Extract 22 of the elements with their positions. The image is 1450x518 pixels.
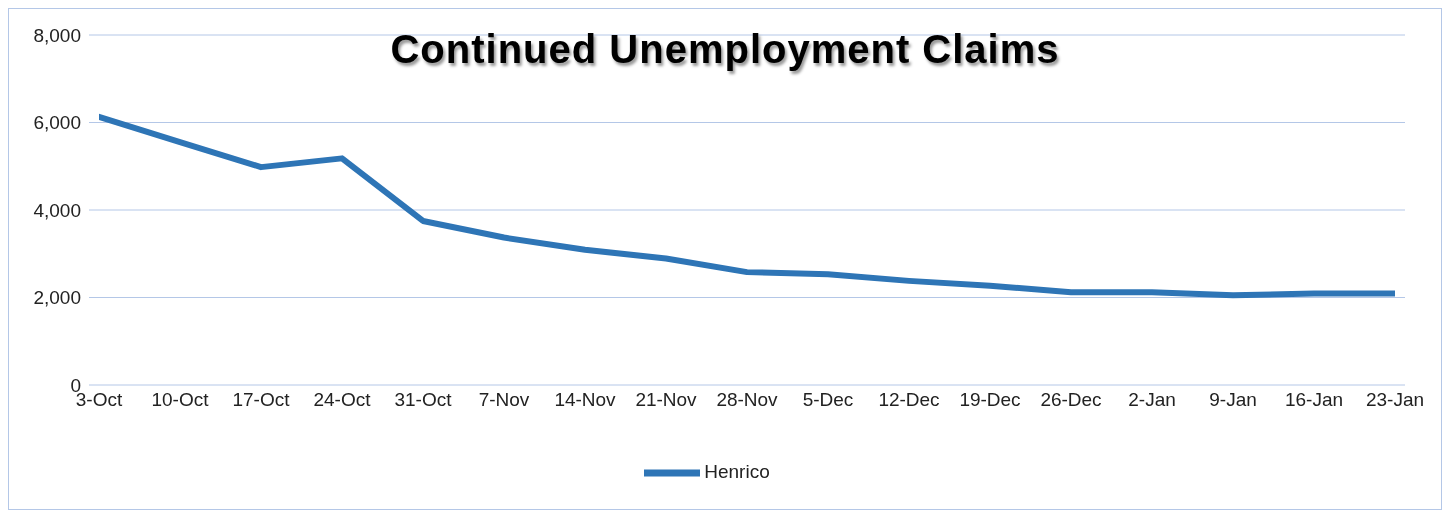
x-tick-label: 10-Oct — [151, 389, 210, 411]
y-tick-label: 8,000 — [33, 24, 81, 46]
legend-label: Henrico — [704, 461, 770, 483]
x-tick-label: 28-Nov — [716, 389, 779, 411]
x-tick-label: 31-Oct — [394, 389, 453, 411]
x-tick-label: 23-Jan — [1365, 389, 1425, 411]
x-tick-label: 16-Jan — [1284, 389, 1344, 411]
x-tick-label: 9-Jan — [1209, 389, 1257, 411]
x-tick-label: 2-Jan — [1128, 389, 1176, 411]
x-tick-label: 19-Dec — [959, 389, 1021, 411]
y-tick-label: 6,000 — [33, 112, 81, 134]
x-tick-label: 14-Nov — [554, 389, 617, 411]
y-tick-label: 4,000 — [33, 199, 81, 221]
chart-title: Continued Unemployment Claims — [390, 27, 1060, 71]
y-tick-label: 2,000 — [33, 287, 81, 309]
x-tick-label: 5-Dec — [802, 389, 854, 411]
x-tick-label: 17-Oct — [232, 389, 291, 411]
x-tick-label: 24-Oct — [313, 389, 372, 411]
x-tick-label: 26-Dec — [1040, 389, 1102, 411]
x-tick-label: 21-Nov — [635, 389, 698, 411]
x-tick-label: 7-Nov — [478, 389, 530, 411]
x-tick-label: 12-Dec — [878, 389, 940, 411]
